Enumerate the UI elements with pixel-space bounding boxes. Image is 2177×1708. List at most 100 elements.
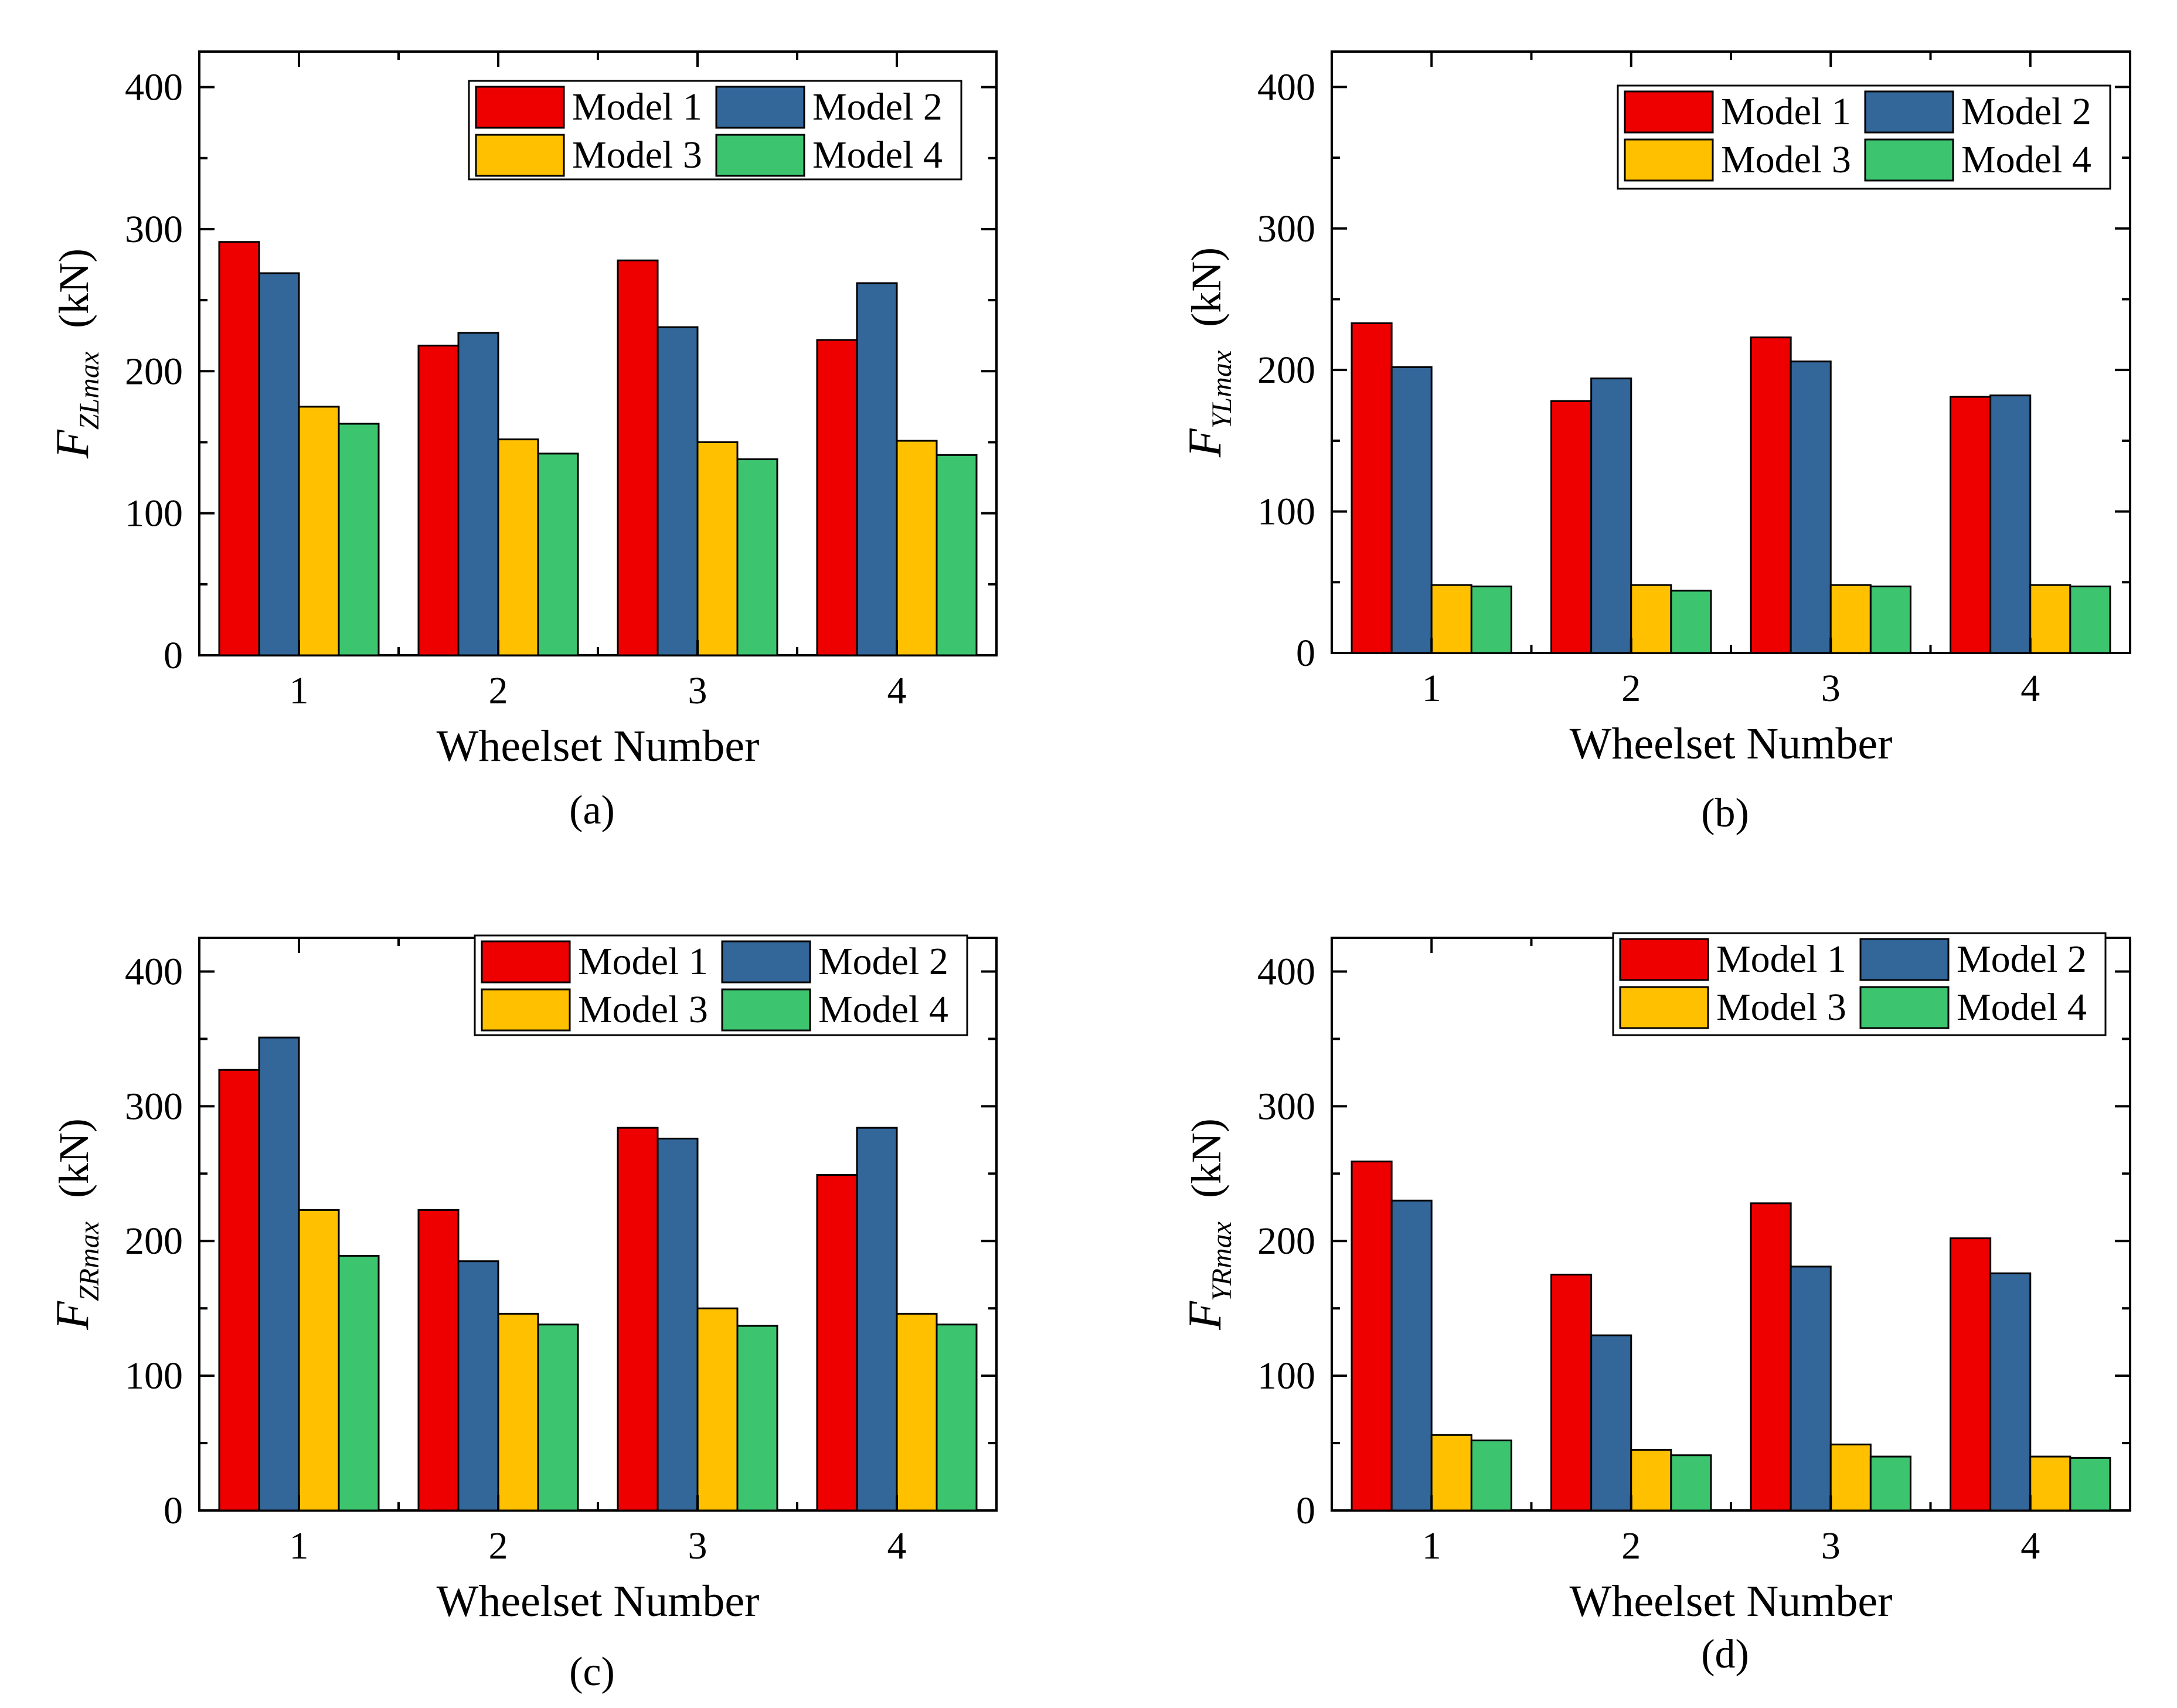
legend-label: Model 2	[1957, 938, 2087, 981]
bar-model-3-wheelset-3	[1829, 1443, 1872, 1512]
bar-model-2-wheelset-4	[856, 282, 898, 656]
legend-label: Model 4	[1957, 986, 2087, 1029]
y-tick-label: 400	[1257, 66, 1315, 108]
legend: Model 1 Model 2 Model 3 Model 4	[474, 934, 968, 1036]
legend-swatch	[715, 86, 805, 129]
bar-model-2-wheelset-1	[258, 272, 300, 656]
legend-swatch	[1619, 938, 1709, 981]
x-tick-label: 2	[1621, 667, 1641, 710]
bar-model-2-wheelset-4	[856, 1127, 898, 1512]
x-tick-label: 1	[1422, 667, 1441, 710]
bar-model-2-wheelset-2	[1590, 1334, 1632, 1512]
bar-model-3-wheelset-3	[696, 441, 739, 656]
x-tick-label: 3	[1821, 667, 1841, 710]
legend-swatch	[1624, 90, 1714, 134]
bar-model-1-wheelset-2	[1550, 400, 1593, 654]
legend-label: Model 4	[818, 988, 948, 1031]
bar-model-4-wheelset-4	[936, 1323, 978, 1512]
bar-model-3-wheelset-1	[1430, 1434, 1472, 1512]
bar-model-3-wheelset-2	[497, 438, 539, 656]
panel-caption: (d)	[1701, 1632, 1749, 1677]
bar-model-1-wheelset-4	[1950, 396, 1992, 654]
legend: Model 1 Model 2 Model 3 Model 4	[1617, 84, 2111, 190]
y-tick-label: 0	[1296, 1489, 1315, 1532]
legend-label: Model 2	[1961, 90, 2091, 133]
bar-model-2-wheelset-4	[1989, 1272, 2032, 1512]
y-tick-label: 400	[125, 66, 183, 109]
panel-caption: (a)	[569, 788, 615, 833]
x-tick-label: 4	[2020, 667, 2040, 710]
bar-model-2-wheelset-2	[457, 332, 499, 656]
bar-model-4-wheelset-2	[537, 1323, 579, 1512]
y-axis-title: FYRmax (kN)	[1179, 1118, 1237, 1331]
bar-model-4-wheelset-4	[2069, 1457, 2111, 1512]
y-axis-title-unit: (kN)	[50, 249, 97, 328]
legend-label: Model 3	[578, 988, 708, 1031]
legend-swatch	[715, 134, 805, 177]
bar-model-1-wheelset-3	[617, 259, 659, 656]
legend-swatch	[481, 988, 571, 1032]
x-tick-label: 4	[887, 1525, 907, 1567]
x-axis-title: Wheelset Number	[437, 1577, 760, 1626]
bar-model-2-wheelset-4	[1989, 394, 2032, 654]
bar-model-1-wheelset-4	[1950, 1237, 1992, 1512]
x-axis-title: Wheelset Number	[1570, 1577, 1893, 1626]
y-tick-label: 100	[1257, 1355, 1315, 1397]
bar-model-1-wheelset-1	[218, 1069, 260, 1512]
y-tick-label: 100	[125, 492, 183, 535]
bar-model-3-wheelset-1	[298, 1209, 340, 1512]
legend-swatch	[1859, 938, 1950, 981]
legend-swatch	[1624, 138, 1714, 182]
bar-model-3-wheelset-1	[298, 406, 340, 656]
bar-model-4-wheelset-1	[1470, 586, 1512, 654]
y-tick-label: 200	[1257, 349, 1315, 392]
bar-model-4-wheelset-1	[338, 423, 380, 656]
y-axis-title-symbol: F	[1179, 428, 1231, 458]
y-tick-label: 400	[125, 950, 183, 993]
y-axis-title: FYLmax (kN)	[1179, 247, 1237, 458]
y-tick-label: 300	[1257, 1085, 1315, 1128]
x-tick-label: 3	[1821, 1525, 1841, 1567]
bar-model-1-wheelset-2	[417, 345, 460, 656]
legend-label: Model 3	[1721, 138, 1851, 181]
chart-panel-d: 0 100 200 300 400 1 2 3 4 Wheelset Number FYRmax (k…	[1179, 932, 2131, 1677]
bar-model-2-wheelset-1	[1390, 366, 1433, 654]
x-tick-label: 3	[688, 1525, 707, 1567]
bar-model-4-wheelset-3	[1869, 586, 1911, 654]
chart-panel-c: 0 100 200 300 400 1 2 3 4 Wheelset Number FZRmax (k…	[47, 934, 998, 1695]
bar-model-2-wheelset-1	[258, 1036, 300, 1512]
bar-model-1-wheelset-4	[816, 339, 858, 656]
bar-model-1-wheelset-1	[1351, 1161, 1393, 1512]
x-tick-label: 1	[290, 1525, 309, 1567]
y-axis-title-subscript: YLmax	[1206, 351, 1237, 428]
legend: Model 1 Model 2 Model 3 Model 4	[468, 80, 962, 181]
x-tick-label: 4	[2020, 1525, 2040, 1567]
y-tick-label: 300	[125, 208, 183, 251]
bar-model-4-wheelset-3	[736, 1325, 778, 1512]
bar-model-2-wheelset-2	[1590, 377, 1632, 654]
bar-model-3-wheelset-4	[2029, 584, 2071, 654]
bar-model-3-wheelset-2	[497, 1312, 539, 1512]
bar-model-4-wheelset-2	[1670, 1454, 1712, 1512]
legend-swatch	[1864, 138, 1954, 182]
panel-caption: (b)	[1701, 791, 1749, 836]
y-axis-title: FZLmax (kN)	[47, 249, 105, 459]
y-axis-title-symbol: F	[47, 1301, 98, 1331]
x-tick-label: 1	[1422, 1525, 1441, 1567]
legend-label: Model 1	[572, 86, 702, 128]
y-axis-title-symbol: F	[1179, 1301, 1231, 1331]
legend-label: Model 4	[812, 134, 943, 176]
legend-swatch	[475, 134, 565, 177]
y-tick-label: 100	[125, 1355, 183, 1397]
bar-model-2-wheelset-3	[656, 1138, 699, 1512]
x-tick-label: 3	[688, 669, 707, 712]
y-axis-title-unit: (kN)	[50, 1118, 97, 1198]
bar-model-4-wheelset-1	[1470, 1439, 1512, 1512]
legend-swatch	[1619, 986, 1709, 1029]
legend-swatch	[721, 940, 811, 984]
bar-model-3-wheelset-1	[1430, 584, 1472, 654]
x-tick-label: 2	[489, 1525, 508, 1567]
bar-model-3-wheelset-2	[1630, 584, 1672, 654]
y-tick-label: 300	[1257, 207, 1315, 250]
y-tick-label: 0	[164, 1489, 183, 1532]
